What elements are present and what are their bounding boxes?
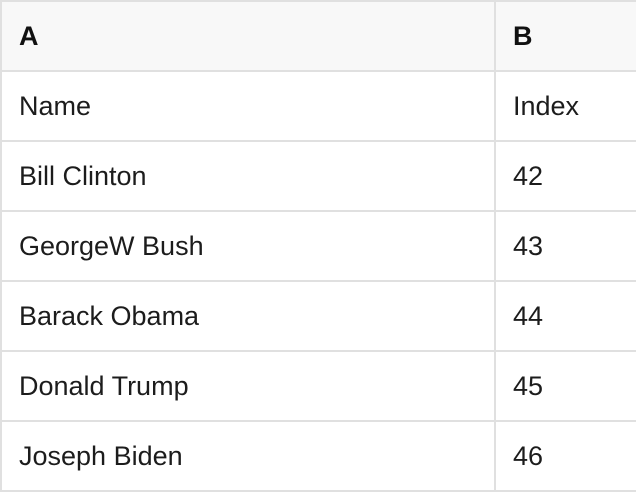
cell-text: Index bbox=[513, 90, 580, 121]
column-header-a-label: A bbox=[19, 20, 39, 51]
cell-a3[interactable]: GeorgeW Bush bbox=[2, 212, 496, 282]
cell-text: Name bbox=[19, 90, 92, 121]
cell-text: 44 bbox=[513, 300, 544, 331]
cell-text: Barack Obama bbox=[19, 300, 200, 331]
cell-text: Bill Clinton bbox=[19, 160, 147, 191]
cell-b4[interactable]: 44 bbox=[496, 282, 636, 352]
cell-text: Donald Trump bbox=[19, 370, 189, 401]
cell-text: 43 bbox=[513, 230, 544, 261]
cell-b1[interactable]: Index bbox=[496, 72, 636, 142]
cell-a2[interactable]: Bill Clinton bbox=[2, 142, 496, 212]
cell-a5[interactable]: Donald Trump bbox=[2, 352, 496, 422]
column-header-b-label: B bbox=[513, 20, 533, 51]
cell-b2[interactable]: 42 bbox=[496, 142, 636, 212]
cell-text: 46 bbox=[513, 440, 544, 471]
cell-text: 42 bbox=[513, 160, 544, 191]
cell-b6[interactable]: 46 bbox=[496, 422, 636, 492]
cell-text: GeorgeW Bush bbox=[19, 230, 204, 261]
cell-a4[interactable]: Barack Obama bbox=[2, 282, 496, 352]
cell-text: Joseph Biden bbox=[19, 440, 183, 471]
cell-a1[interactable]: Name bbox=[2, 72, 496, 142]
cell-b3[interactable]: 43 bbox=[496, 212, 636, 282]
column-header-b[interactable]: B bbox=[496, 2, 636, 72]
cell-a6[interactable]: Joseph Biden bbox=[2, 422, 496, 492]
cell-b5[interactable]: 45 bbox=[496, 352, 636, 422]
cell-text: 45 bbox=[513, 370, 544, 401]
column-header-a[interactable]: A bbox=[2, 2, 496, 72]
